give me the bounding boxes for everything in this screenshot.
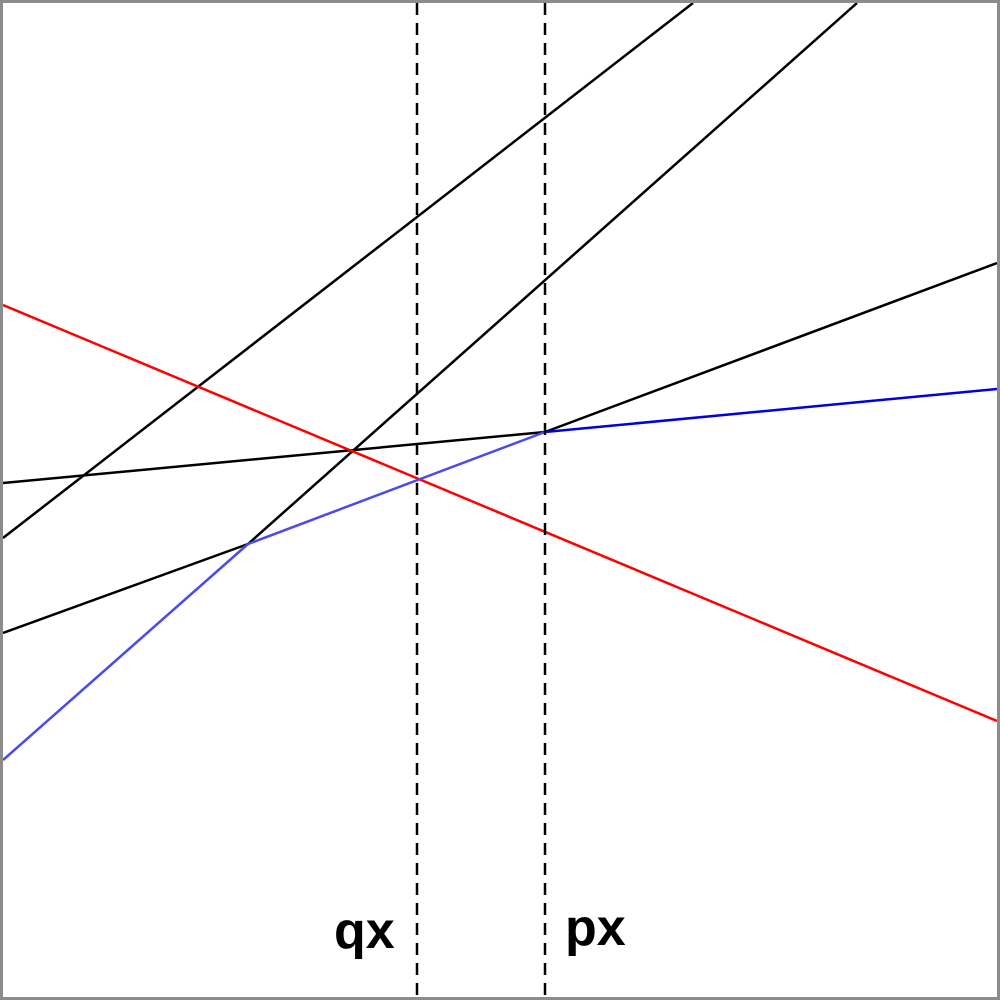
line-arrangement-diagram: qx px [3,3,997,997]
blue-segment-middle [247,430,546,546]
black-line-medium [3,542,249,635]
red-line [3,303,997,723]
black-line-medium-right [544,261,997,434]
blue-segment-left [3,543,249,761]
blue-segment-right [544,387,997,434]
black-line-steep-second [247,3,858,545]
black-line-steep-upper [3,3,694,539]
black-line-shallow [3,430,546,485]
qx-label: qx [334,902,395,960]
px-label: px [565,899,626,957]
